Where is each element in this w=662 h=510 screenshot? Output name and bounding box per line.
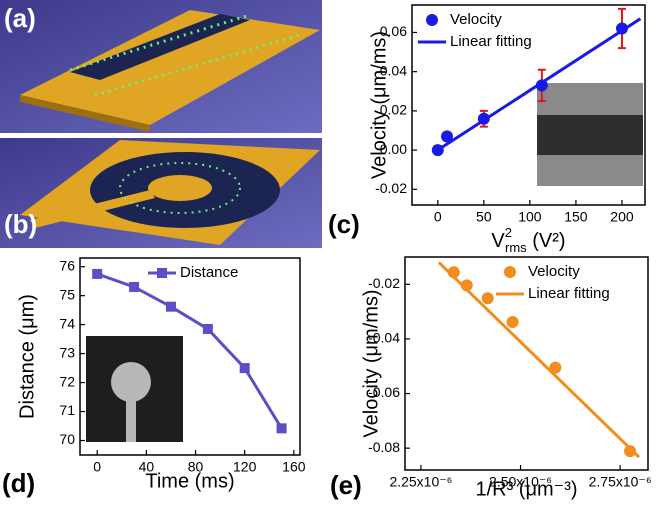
- marker: [549, 361, 562, 374]
- plot-frame: [404, 256, 649, 471]
- marker: [239, 363, 250, 374]
- x-axis-label: Time (ms): [145, 470, 234, 492]
- y-axis-label: Distance (μm): [16, 294, 38, 419]
- y-tick-label: 73: [59, 344, 75, 360]
- marker: [440, 130, 453, 143]
- line: [96, 272, 283, 430]
- legend-label: Velocity: [528, 263, 580, 280]
- panel-label: (d): [2, 468, 35, 498]
- x-tick-label: 100: [518, 209, 542, 225]
- plot-frame: [411, 4, 646, 206]
- y-tick-label: -0.02: [375, 180, 407, 196]
- marker: [506, 315, 519, 328]
- y-axis-label: Velocity (μm/ms): [368, 31, 390, 179]
- panel-label: (b): [4, 209, 37, 239]
- y-tick-label: 76: [59, 257, 75, 273]
- y-axis-label: Velocity (μm/ms): [360, 289, 382, 437]
- legend-label: Linear fitting: [528, 285, 610, 302]
- marker: [165, 301, 176, 312]
- x-tick-label: 40: [139, 459, 155, 475]
- image-b: (b): [0, 138, 322, 248]
- x-tick-label: 0: [93, 459, 101, 475]
- line: [432, 17, 642, 155]
- marker: [129, 281, 140, 292]
- legend-marker: [426, 14, 438, 26]
- y-tick-label: 71: [59, 402, 75, 418]
- x-label-sub: rms: [505, 240, 527, 255]
- y-tick-label: -0.02: [368, 275, 400, 291]
- x-tick-label: 80: [188, 459, 204, 475]
- legend-label: Distance: [180, 264, 238, 281]
- x-axis-label: V2 rms (V²): [491, 225, 565, 255]
- y-tick-label: 0.00: [380, 141, 407, 157]
- y-tick-label: 74: [59, 315, 75, 331]
- plot-frame: [79, 257, 301, 456]
- y-tick-label: 0.04: [380, 62, 407, 78]
- legend-marker: [157, 268, 167, 278]
- line: [437, 261, 641, 459]
- legend-label: Velocity: [450, 11, 502, 28]
- image-a: (a): [0, 0, 322, 133]
- x-tick-label: 2.75x10⁻⁶: [589, 474, 652, 490]
- x-tick-label: 50: [476, 209, 492, 225]
- x-tick-label: 160: [282, 459, 306, 475]
- marker: [92, 268, 103, 279]
- y-tick-label: -0.06: [368, 384, 400, 400]
- marker: [481, 292, 494, 305]
- x-tick-label: 2.25x10⁻⁶: [389, 474, 452, 490]
- x-tick-label: 120: [233, 459, 257, 475]
- legend-marker: [504, 266, 516, 278]
- panel-label: (a): [4, 3, 36, 33]
- inset-d: [86, 336, 183, 442]
- y-tick-label: 72: [59, 373, 75, 389]
- x-tick-label: 200: [610, 209, 634, 225]
- y-tick-label: 0.02: [380, 102, 407, 118]
- x-label-sup: 2: [505, 225, 512, 240]
- marker: [624, 445, 637, 458]
- y-tick-label: 70: [59, 431, 75, 447]
- x-tick-label: 2.50x10⁻⁶: [489, 474, 552, 490]
- y-tick-label: -0.04: [368, 330, 400, 346]
- x-tick-label: 150: [564, 209, 588, 225]
- x-label-unit: (V²): [527, 230, 566, 252]
- inset-c: [537, 83, 643, 186]
- x-axis-label: 1/R³ (μm⁻³): [475, 478, 577, 500]
- panel-label: (c): [328, 209, 360, 239]
- legend-label: Linear fitting: [450, 33, 532, 50]
- marker: [276, 423, 287, 434]
- marker: [202, 323, 213, 334]
- x-tick-label: 0: [434, 209, 442, 225]
- x-label-base: V: [491, 230, 505, 252]
- panel-label: (e): [330, 470, 362, 500]
- y-tick-label: 0.06: [380, 23, 407, 39]
- y-tick-label: 75: [59, 286, 75, 302]
- y-tick-label: -0.08: [368, 439, 400, 455]
